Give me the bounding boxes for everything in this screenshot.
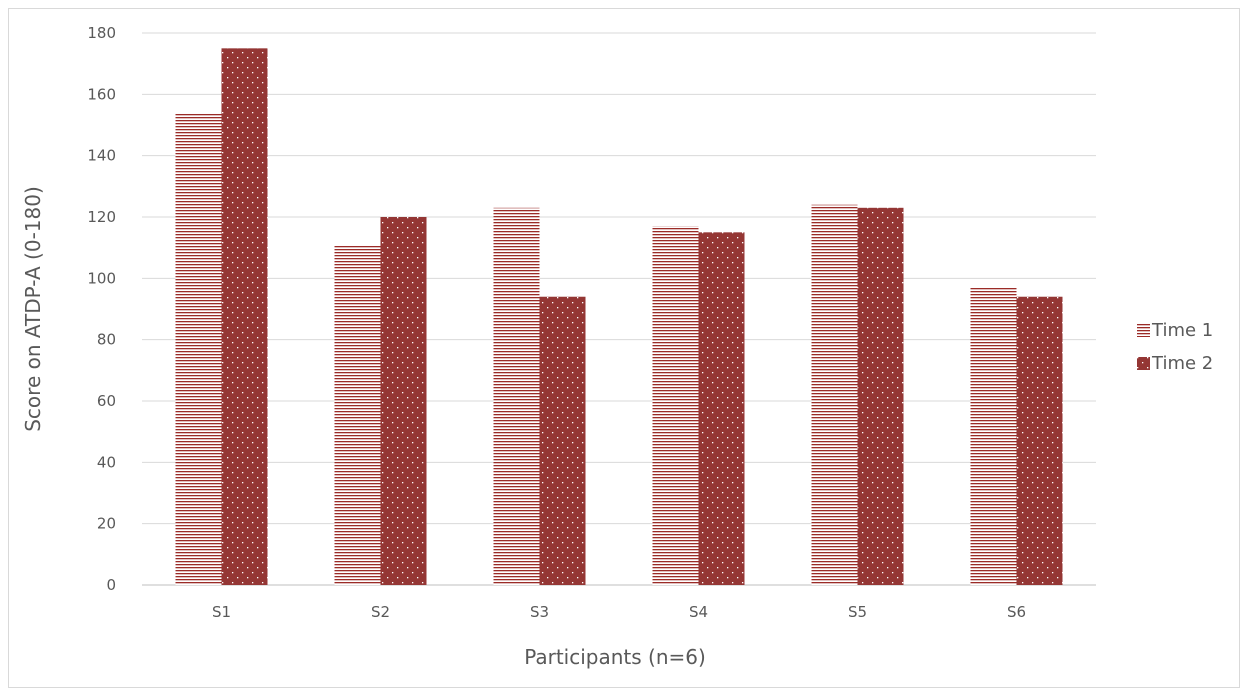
legend-label: Time 2 [1151, 353, 1213, 374]
y-axis-title: Score on ATDP-A (0-180) [21, 186, 45, 432]
legend-swatch [1137, 357, 1150, 370]
y-tick-label: 20 [97, 515, 116, 533]
y-tick-label: 0 [106, 576, 116, 594]
x-tick-label: S4 [689, 603, 708, 621]
bar-time-1-s3 [493, 207, 540, 586]
y-tick-label: 180 [87, 24, 116, 42]
bar-time-1-s1 [175, 112, 222, 585]
bar-time-2-s2 [380, 217, 427, 585]
y-tick-label: 120 [87, 208, 116, 226]
bar-time-1-s2 [334, 244, 381, 585]
x-tick-label: S2 [371, 603, 390, 621]
y-tick-label: 80 [97, 331, 116, 349]
bars [175, 48, 1063, 586]
y-tick-label: 140 [87, 147, 116, 165]
x-axis-title: Participants (n=6) [524, 645, 706, 669]
bar-time-1-s6 [970, 287, 1017, 585]
x-tick-label: S1 [212, 603, 231, 621]
legend-label: Time 1 [1151, 320, 1213, 341]
gridlines [142, 32, 1096, 586]
bar-time-2-s1 [221, 48, 268, 586]
y-tick-label: 100 [87, 269, 116, 287]
bar-time-1-s5 [811, 204, 858, 585]
bar-time-2-s6 [1016, 296, 1063, 585]
y-tick-label: 40 [97, 453, 116, 471]
y-tick-label: 60 [97, 392, 116, 410]
legend-swatch [1137, 324, 1150, 337]
x-tick-label: S3 [530, 603, 549, 621]
x-tick-labels: S1 S2 S3 S4 S5 S6 [212, 603, 1026, 621]
x-tick-label: S6 [1007, 603, 1026, 621]
x-tick-label: S5 [848, 603, 867, 621]
y-tick-label: 160 [87, 85, 116, 103]
bar-time-1-s4 [652, 226, 699, 585]
bar-time-2-s5 [857, 207, 904, 586]
bar-time-2-s3 [539, 296, 586, 585]
bar-time-2-s4 [698, 232, 745, 586]
legend: Time 1 Time 2 [1137, 320, 1213, 374]
y-tick-labels: 0 20 40 60 80 100 120 140 160 180 [87, 24, 116, 594]
